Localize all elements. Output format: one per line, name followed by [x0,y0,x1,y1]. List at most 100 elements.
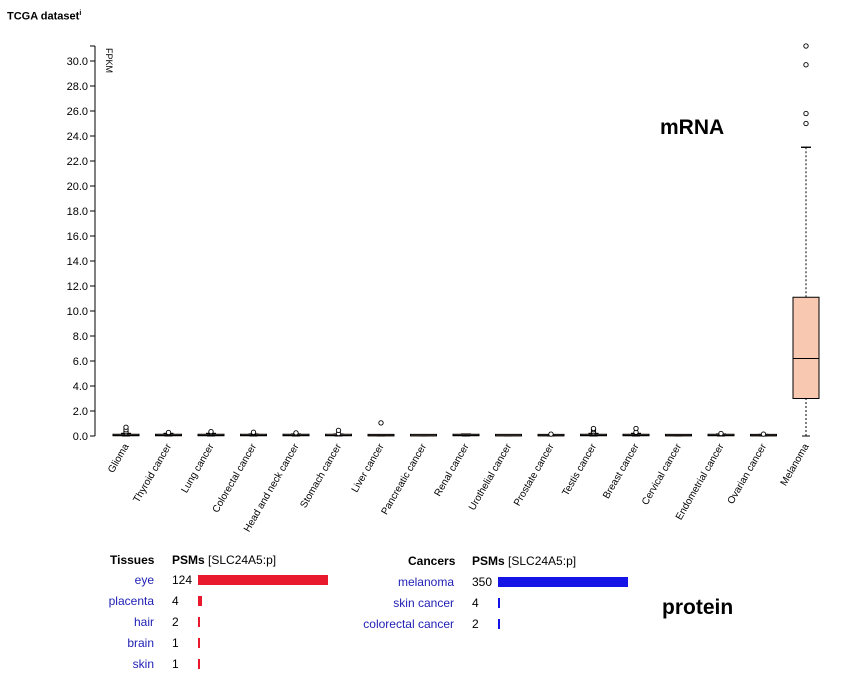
y-tick-label: 8.0 [73,331,88,343]
x-tick-label: Thyroid cancer [132,441,175,504]
box-melanoma[interactable] [792,43,820,437]
dataset-title: TCGA dataseti [7,10,82,23]
protein-row-name[interactable]: eye [134,573,154,587]
box-head-and-neck-cancer[interactable] [282,430,310,437]
protein-row[interactable]: skin 1 [0,657,853,673]
y-tick-label: 16.0 [67,231,88,243]
protein-row-name[interactable]: hair [133,615,154,629]
protein-row[interactable]: brain 1 [0,636,853,652]
protein-row-value: 1 [172,657,179,671]
protein-row-value: 1 [172,636,179,650]
box-stomach-cancer[interactable] [325,427,352,437]
y-tick-label: 24.0 [67,131,88,143]
protein-row-value: 4 [172,594,179,608]
protein-row-value: 4 [472,596,479,610]
x-tick-label: Endometrial cancer [674,441,727,522]
protein-row-name[interactable]: skin [132,657,154,671]
y-tick-label: 4.0 [73,381,88,393]
box-iqr [792,296,820,399]
protein-row-value: 350 [472,575,493,589]
outlier-point [803,62,809,68]
y-tick-label: 26.0 [67,106,88,118]
box-breast-cancer[interactable] [622,425,650,437]
protein-row-bar [198,575,328,585]
box-liver-cancer[interactable] [367,420,395,437]
x-tick-label: Colorectal cancer [211,441,260,514]
y-tick-label: 22.0 [67,156,88,168]
protein-row-bar [498,598,500,608]
y-tick-label: 14.0 [67,256,88,268]
protein-row-name[interactable]: melanoma [397,575,454,589]
protein-row[interactable]: skin cancer 4 [0,596,853,612]
protein-row-value: 2 [472,617,479,631]
y-tick-label: 6.0 [73,356,88,368]
box-renal-cancer[interactable] [452,433,480,437]
protein-row-value: 124 [172,573,193,587]
protein-row[interactable]: eye 124 [0,573,853,589]
box-cervical-cancer[interactable] [665,433,692,437]
y-tick-label: 2.0 [73,406,88,418]
y-tick-label: 10.0 [67,306,88,318]
info-icon[interactable]: i [79,10,82,17]
box-urothelial-cancer[interactable] [495,433,522,437]
x-tick-label: Urothelial cancer [467,441,514,512]
x-tick-label: Cervical cancer [640,441,684,507]
box-colorectal-cancer[interactable] [240,429,267,437]
outlier-point [293,430,299,436]
outlier-point [803,120,809,127]
outlier-point [123,424,129,430]
protein-label: protein [662,596,734,619]
box-thyroid-cancer[interactable] [155,429,182,437]
box-pancreatic-cancer[interactable] [410,433,437,437]
boxplot-chart: 0.0 2.0 4.0 6.0 8.0 10.0 12.0 14.0 16.0 18.0 20.0 2… [67,43,820,534]
protein-row[interactable]: hair 2 [0,615,853,631]
protein-row-bar [198,638,200,648]
outlier-point [378,420,384,426]
x-tick-label: Liver cancer [350,441,387,494]
outlier-point [760,431,767,437]
outlier-point [718,430,724,437]
protein-row-name[interactable]: colorectal cancer [363,617,454,631]
x-tick-label: Glioma [106,442,132,475]
box-endometrial-cancer[interactable] [707,430,735,437]
x-tick-label: Ovarian cancer [726,441,770,506]
box-prostate-cancer[interactable] [537,431,565,437]
x-tick-label: Breast cancer [601,441,642,501]
box-glioma[interactable] [112,424,140,437]
protein-row-bar [198,659,200,669]
outlier-point [208,428,214,435]
outlier-point [803,110,809,117]
protein-row[interactable]: colorectal cancer 2 [0,617,853,633]
y-tick-label: 0.0 [73,431,88,443]
x-tick-label: Prostate cancer [512,441,557,508]
protein-row-bar [198,596,203,606]
mrna-label: mRNA [660,116,725,139]
outlier-point [335,427,342,434]
x-tick-label: Pancreatic cancer [380,441,430,516]
tissues-header: Tissues [110,553,155,567]
box-ovarian-cancer[interactable] [750,431,777,437]
outlier-point [633,425,639,432]
x-tick-label: Stomach cancer [298,441,344,510]
protein-row-name[interactable]: skin cancer [393,596,454,610]
y-tick-label: 12.0 [67,281,88,293]
protein-row-bar [198,617,201,627]
tissues-psm-header: PSMs [SLC24A5:p] [172,553,277,567]
protein-row[interactable]: melanoma 350 [0,575,853,591]
x-tick-label: Melanoma [779,442,812,488]
y-tick-label: 18.0 [67,206,88,218]
outlier-point [803,43,809,49]
x-tick-label: Testis cancer [560,441,599,498]
protein-row-name[interactable]: placenta [108,594,154,608]
outlier-point [590,425,597,432]
box-testis-cancer[interactable] [580,425,607,437]
cancers-header: Cancers [408,554,456,568]
protein-row[interactable]: placenta 4 [0,594,853,610]
cancers-psm-header: PSMs [SLC24A5:p] [472,554,577,568]
outlier-point [548,431,554,437]
y-tick-label: 20.0 [67,181,88,193]
box-lung-cancer[interactable] [197,428,225,437]
protein-row-name[interactable]: brain [127,636,154,650]
y-tick-label: 28.0 [67,81,88,93]
y-tick-label: 30.0 [67,56,88,68]
